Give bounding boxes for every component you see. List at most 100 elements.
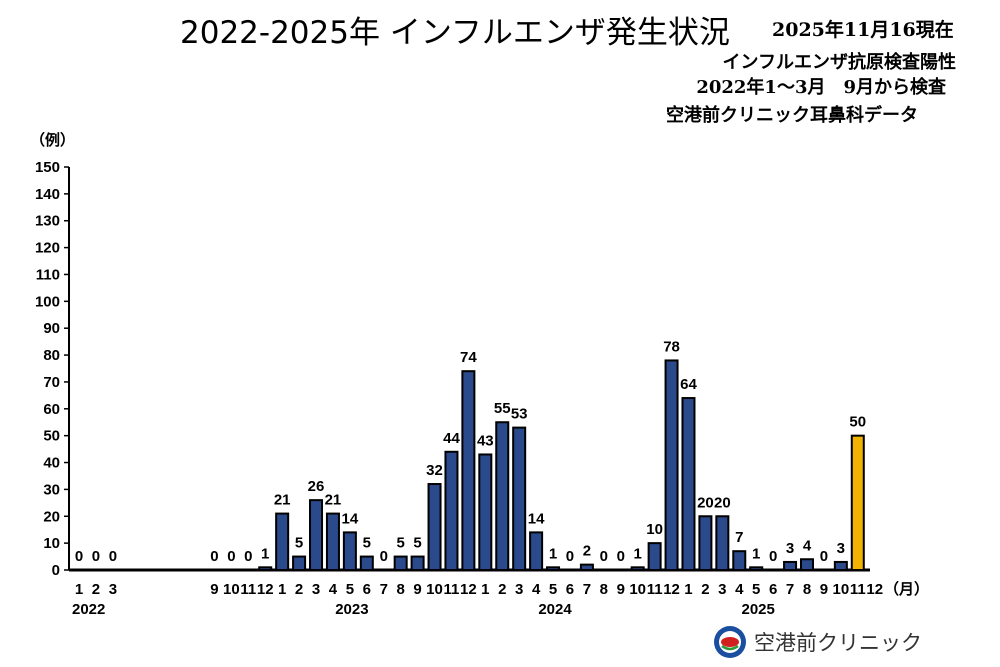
x-tick-label: 1: [481, 581, 489, 598]
value-label: 4: [803, 537, 812, 554]
value-label: 5: [363, 535, 371, 552]
bar: [715, 515, 730, 571]
value-label: 43: [477, 432, 494, 449]
value-label: 0: [244, 548, 252, 565]
x-tick-label: 9: [210, 581, 218, 598]
bar: [529, 531, 544, 571]
year-label: 2024: [538, 601, 572, 618]
x-tick-label: 12: [460, 581, 477, 598]
x-tick-label: 4: [329, 581, 338, 598]
bar: [478, 453, 493, 571]
x-tick-label: 10: [223, 581, 240, 598]
bar: [647, 542, 662, 572]
value-label: 0: [227, 548, 235, 565]
value-label: 26: [308, 478, 325, 495]
value-label: 21: [274, 492, 291, 509]
bar: [732, 550, 747, 572]
x-tick-label: 10: [629, 581, 646, 598]
subtitle-line-3: 空港前クリニック耳鼻科データ: [666, 104, 918, 126]
x-tick-label: 10: [426, 581, 443, 598]
x-tick-label: 5: [752, 581, 760, 598]
x-axis: 1 2 3 9 10 11 12 1 2 3 4 5 6 7 8 9 10 11 12 1 2 3 4 5 6 7 8 9 10 11 12…: [75, 581, 883, 598]
value-label: 74: [460, 349, 477, 366]
y-tick-label: 150: [35, 159, 60, 176]
clinic-logo-mark: [721, 637, 739, 647]
x-tick-label: 3: [515, 581, 523, 598]
bar: [444, 450, 459, 571]
y-tick-label: 40: [43, 455, 60, 472]
year-label: 2022: [72, 601, 105, 618]
x-tick-label: 9: [820, 581, 828, 598]
x-tick-label: 1: [684, 581, 692, 598]
bar: [799, 558, 814, 572]
clinic-logo: 空港前クリニック: [714, 626, 922, 658]
bar: [681, 397, 696, 572]
value-label: 10: [646, 521, 663, 538]
bar: [292, 555, 307, 571]
value-label: 0: [617, 548, 625, 565]
x-tick-label: 1: [278, 581, 286, 598]
x-tick-label: 8: [600, 581, 608, 598]
y-tick-label: 60: [43, 401, 60, 418]
value-label: 55: [494, 400, 511, 417]
y-axis-unit: （例）: [30, 131, 75, 149]
value-label: 0: [600, 548, 608, 565]
y-tick-label: 30: [43, 481, 60, 498]
x-tick-label: 6: [566, 581, 574, 598]
bar: [749, 566, 764, 572]
subtitle-line-2: 2022年1〜3月 9月から検査: [696, 76, 946, 98]
chart-title: 2022-2025年 インフルエンザ発生状況: [180, 15, 730, 51]
value-label: 20: [697, 494, 714, 511]
x-tick-label: 11: [444, 581, 460, 598]
bar: [546, 566, 561, 572]
value-label: 0: [92, 548, 100, 565]
x-tick-label: 11: [850, 581, 866, 598]
value-label: 3: [837, 540, 845, 557]
bar: [427, 483, 442, 572]
x-tick-label: 6: [363, 581, 371, 598]
value-label: 1: [549, 545, 557, 562]
x-tick-label: 2: [701, 581, 709, 598]
value-label: 0: [566, 548, 574, 565]
value-label: 0: [75, 548, 83, 565]
year-label: 2025: [742, 601, 775, 618]
x-tick-label: 7: [380, 581, 388, 598]
bar: [410, 555, 425, 571]
value-label: 53: [511, 406, 528, 423]
y-tick-label: 130: [35, 213, 60, 230]
value-label: 14: [528, 510, 545, 527]
bar: [512, 426, 527, 571]
bar: [783, 560, 798, 572]
x-tick-label: 12: [866, 581, 883, 598]
value-label: 7: [735, 529, 743, 546]
value-label: 21: [325, 492, 342, 509]
x-tick-label: 5: [549, 581, 557, 598]
value-label: 1: [752, 545, 760, 562]
clinic-name: 空港前クリニック: [754, 631, 922, 655]
value-label: 5: [413, 535, 421, 552]
bar: [325, 512, 340, 572]
x-tick-label: 2: [92, 581, 100, 598]
x-tick-label: 7: [786, 581, 794, 598]
y-tick-label: 90: [43, 320, 60, 337]
bar: [833, 560, 848, 572]
bar: [258, 566, 273, 572]
clinic-logo-swoosh: [721, 644, 739, 651]
bar-highlight: [850, 434, 865, 571]
x-axis-unit: （月）: [884, 580, 929, 598]
subtitle-line-1: インフルエンザ抗原検査陽性: [723, 51, 956, 73]
bar: [698, 515, 713, 571]
value-label: 1: [634, 545, 642, 562]
y-tick-label: 120: [35, 240, 60, 257]
year-label: 2023: [335, 601, 368, 618]
x-tick-label: 2: [295, 581, 303, 598]
y-tick-label: 20: [43, 508, 60, 525]
value-label: 5: [396, 535, 404, 552]
y-tick-label: 140: [35, 186, 60, 203]
value-label: 14: [342, 510, 359, 527]
x-tick-label: 8: [803, 581, 811, 598]
x-tick-label: 3: [312, 581, 320, 598]
y-tick-label: 70: [43, 374, 60, 391]
value-label: 78: [663, 338, 680, 355]
bar: [275, 512, 290, 572]
